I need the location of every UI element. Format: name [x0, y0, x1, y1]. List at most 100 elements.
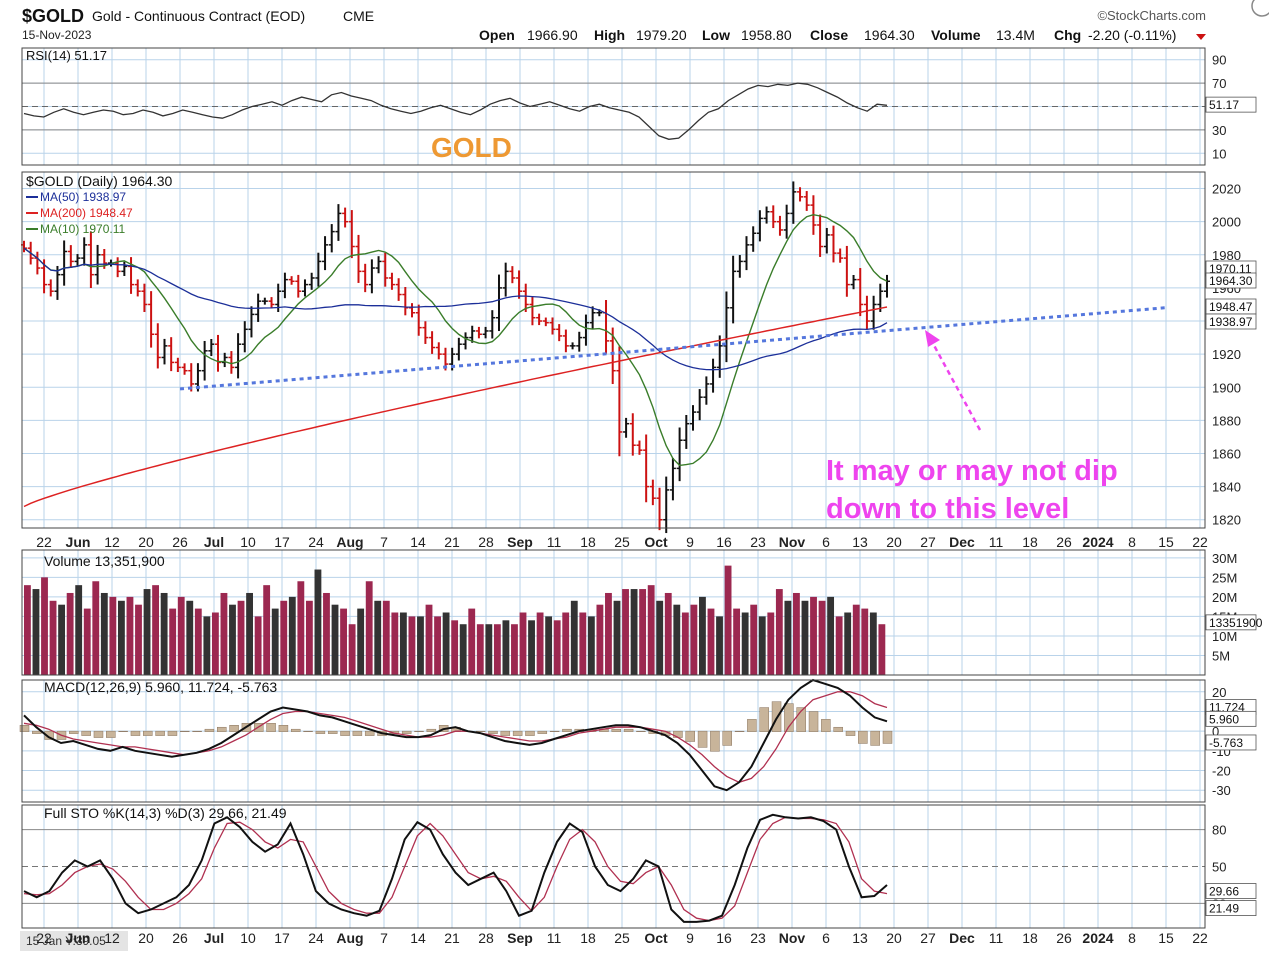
macd-histogram-bar	[537, 730, 548, 734]
volume-bar	[810, 596, 817, 675]
volume-bar	[417, 616, 424, 675]
macd-value-tag: -5.763	[1209, 736, 1243, 750]
volume-bar	[553, 620, 561, 675]
open-label: Open	[479, 27, 515, 43]
ma10-line	[23, 213, 888, 467]
volume-bar	[66, 592, 74, 675]
cursor-readout: 15 Jan Y:39.05	[26, 934, 106, 948]
volume-bar	[793, 592, 800, 675]
volume-bar	[613, 600, 621, 675]
volume-bar	[570, 600, 578, 675]
macd-legend: MACD(12,26,9) 5.960, 11.724, -5.763	[44, 679, 277, 695]
x-tick-label: 7	[380, 930, 388, 946]
ma50-line	[23, 247, 888, 371]
panel-frame	[21, 679, 1206, 803]
stochastic-d-line	[23, 816, 888, 922]
volume-bar	[707, 608, 715, 675]
macd-signal-line	[23, 691, 888, 783]
volume-bar	[656, 600, 664, 675]
x-tick-label: 11	[989, 930, 1004, 946]
stochastic-value-tag-box	[1205, 883, 1257, 899]
ma200-line	[23, 306, 888, 508]
volume-bar	[519, 612, 527, 675]
x-tick-label: 13	[852, 534, 868, 550]
x-tick-label: 2024	[1082, 534, 1113, 550]
x-tick-label: Oct	[644, 930, 668, 946]
macd-histogram-bar	[303, 730, 313, 732]
volume-bar	[801, 600, 809, 675]
macd-histogram-bar	[118, 730, 128, 732]
volume-bar	[784, 600, 792, 675]
macd-histogram-bar	[525, 730, 535, 736]
x-tick-label: 28	[478, 534, 494, 550]
stochastic-value-tag: 29.66	[1209, 885, 1239, 899]
volume-bar	[468, 608, 476, 675]
macd-histogram-bar	[32, 730, 42, 734]
price-value-tag: 1938.97	[1209, 315, 1253, 329]
x-tick-label: 20	[886, 534, 902, 550]
volume-bar	[690, 604, 698, 675]
stochastic-k-line	[23, 813, 888, 923]
macd-histogram-bar	[611, 728, 622, 732]
x-tick-label: 26	[172, 930, 188, 946]
x-tick-label: Aug	[336, 930, 363, 946]
panel-frame	[21, 47, 1206, 166]
y-tick-label: 70	[1212, 76, 1226, 91]
volume-bar	[861, 608, 869, 675]
volume-bar	[681, 612, 689, 675]
volume-bar	[305, 600, 313, 675]
macd-histogram-bar	[475, 730, 486, 732]
volume-bar	[365, 581, 373, 675]
close-value: 1964.30	[864, 27, 915, 43]
macd-histogram-bar	[500, 730, 511, 736]
y-tick-label: 1920	[1212, 347, 1241, 362]
macd-value-tag-box	[1205, 710, 1257, 727]
volume-bar	[673, 604, 681, 675]
macd-histogram-bar	[81, 730, 91, 736]
collapse-button[interactable]	[1251, 0, 1269, 17]
x-tick-label: 25	[614, 534, 630, 550]
volume-bar	[545, 616, 553, 675]
volume-bar	[869, 612, 877, 675]
volume-bar	[348, 624, 356, 675]
x-tick-label: 16	[716, 930, 732, 946]
y-tick-label: 0	[1212, 724, 1219, 739]
x-tick-label: 22	[36, 534, 52, 550]
volume-bar	[775, 589, 783, 675]
volume-value-tag: 13351900	[1209, 616, 1263, 630]
macd-histogram-bar	[327, 730, 338, 734]
x-tick-label: Dec	[949, 534, 975, 550]
macd-histogram-bar	[217, 726, 227, 732]
volume-bar	[699, 596, 706, 675]
x-tick-label: Nov	[779, 534, 806, 550]
x-tick-label: 6	[822, 930, 830, 946]
volume-bar	[758, 616, 766, 675]
x-tick-label: 14	[410, 930, 426, 946]
y-tick-label: 90	[1212, 53, 1226, 68]
x-tick-label: 18	[580, 534, 596, 550]
volume-bar	[220, 592, 228, 675]
volume-bar	[716, 616, 723, 675]
macd-histogram-bar	[833, 726, 843, 732]
stochastic-legend: Full STO %K(14,3) %D(3) 29.66, 21.49	[44, 805, 287, 821]
y-tick-label: 1820	[1212, 513, 1241, 528]
x-tick-label: 22	[1192, 534, 1208, 550]
panel-frame	[21, 804, 1206, 929]
y-tick-label: 2000	[1212, 215, 1241, 230]
price-value-tag: 1948.47	[1209, 300, 1253, 314]
brand: ©StockCharts.com	[1097, 8, 1206, 23]
volume-bar	[117, 600, 125, 675]
volume-value: 13.4M	[996, 27, 1035, 43]
volume-bar	[177, 596, 185, 675]
volume-bar	[442, 612, 450, 675]
volume-bar	[246, 592, 253, 675]
y-tick-label: 1840	[1212, 480, 1241, 495]
macd-histogram-bar	[315, 730, 326, 734]
x-tick-label: 2024	[1082, 930, 1113, 946]
panel-frame	[21, 171, 1206, 529]
volume-bar	[109, 596, 117, 675]
macd-histogram-bar	[143, 730, 153, 736]
volume-bar	[562, 612, 570, 675]
x-tick-label: 13	[852, 930, 868, 946]
price-value-tag-box	[1205, 272, 1257, 289]
